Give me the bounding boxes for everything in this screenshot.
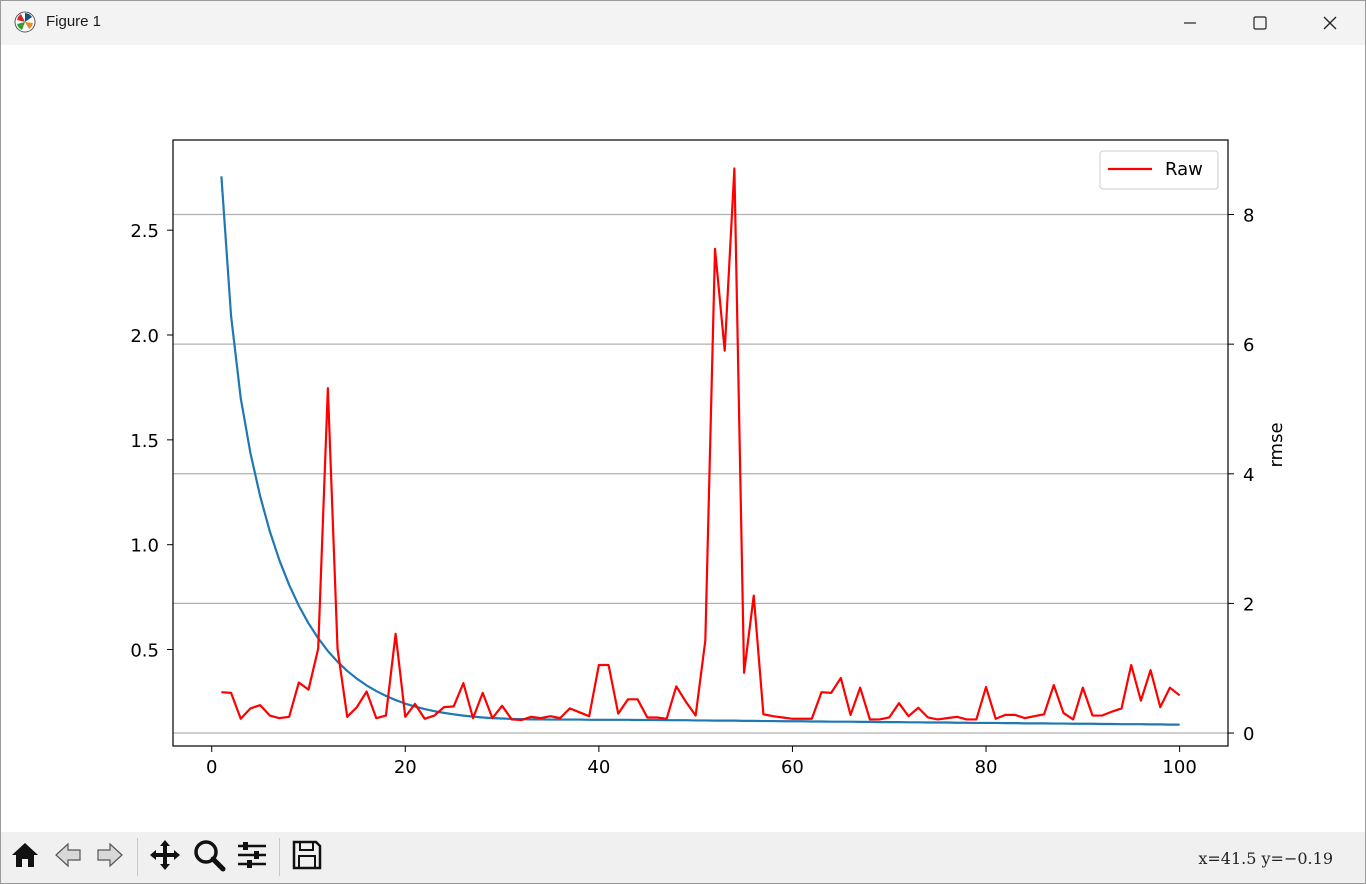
left-y-tick-label-0: 0.5 (130, 641, 159, 662)
cursor-coordinates: x=41.5 y=−0.19 (1198, 849, 1333, 868)
chart-svg[interactable]: 0 20 40 60 80 100 0.5 1.0 1.5 2.0 2.5 0 2 4 6 8 rmse Ra… (1, 45, 1365, 832)
forward-button[interactable] (90, 837, 130, 877)
configure-subplots-button[interactable] (232, 837, 272, 877)
legend-label-raw: Raw (1165, 159, 1203, 180)
toolbar-separator (137, 838, 138, 876)
close-icon (1322, 15, 1338, 31)
x-tick-label-0: 0 (206, 757, 217, 778)
right-axis-label: rmse (1266, 422, 1287, 467)
series-line-raw (221, 167, 1181, 722)
forward-arrow-icon (94, 839, 126, 875)
home-button[interactable] (5, 837, 45, 877)
left-y-tick-label-1: 1.0 (130, 536, 159, 557)
matplotlib-icon (14, 11, 36, 33)
pan-button[interactable] (145, 837, 185, 877)
save-button[interactable] (287, 837, 327, 877)
figure-canvas[interactable]: 0 20 40 60 80 100 0.5 1.0 1.5 2.0 2.5 0 2 4 6 8 rmse Ra… (1, 45, 1365, 832)
back-button[interactable] (48, 837, 88, 877)
zoom-button[interactable] (189, 837, 229, 877)
pan-move-icon (148, 838, 182, 876)
axes-frame (172, 139, 1229, 747)
right-y-tick-label-3: 6 (1243, 335, 1254, 356)
minimize-button[interactable] (1155, 1, 1225, 45)
left-y-tick-label-3: 2.0 (130, 326, 159, 347)
legend-box (1099, 150, 1219, 190)
close-button[interactable] (1295, 1, 1365, 45)
home-icon (9, 839, 41, 875)
right-y-tick-label-2: 4 (1243, 465, 1254, 486)
configure-subplots-icon (235, 838, 269, 876)
x-tick-label-1: 20 (394, 757, 417, 778)
left-y-tick-label-4: 2.5 (130, 221, 159, 242)
x-tick-label-3: 60 (781, 757, 804, 778)
navigation-toolbar: x=41.5 y=−0.19 (1, 832, 1365, 883)
zoom-magnifier-icon (192, 838, 226, 876)
x-tick-label-4: 80 (975, 757, 998, 778)
series-line-smooth (220, 176, 1180, 726)
right-y-tick-label-4: 8 (1243, 206, 1254, 227)
legend: Raw (1099, 150, 1219, 190)
right-y-tick-label-0: 0 (1243, 724, 1254, 745)
toolbar-separator (279, 838, 280, 876)
window-title: Figure 1 (46, 13, 102, 30)
x-tick-label-5: 100 (1162, 757, 1196, 778)
save-floppy-icon (291, 839, 323, 875)
right-y-tick-label-1: 2 (1243, 594, 1254, 615)
minimize-icon (1182, 15, 1198, 31)
maximize-icon (1252, 15, 1268, 31)
back-arrow-icon (52, 839, 84, 875)
x-tick-label-2: 40 (587, 757, 610, 778)
title-bar[interactable]: Figure 1 (1, 1, 1365, 45)
left-y-tick-label-2: 1.5 (130, 431, 159, 452)
maximize-button[interactable] (1225, 1, 1295, 45)
